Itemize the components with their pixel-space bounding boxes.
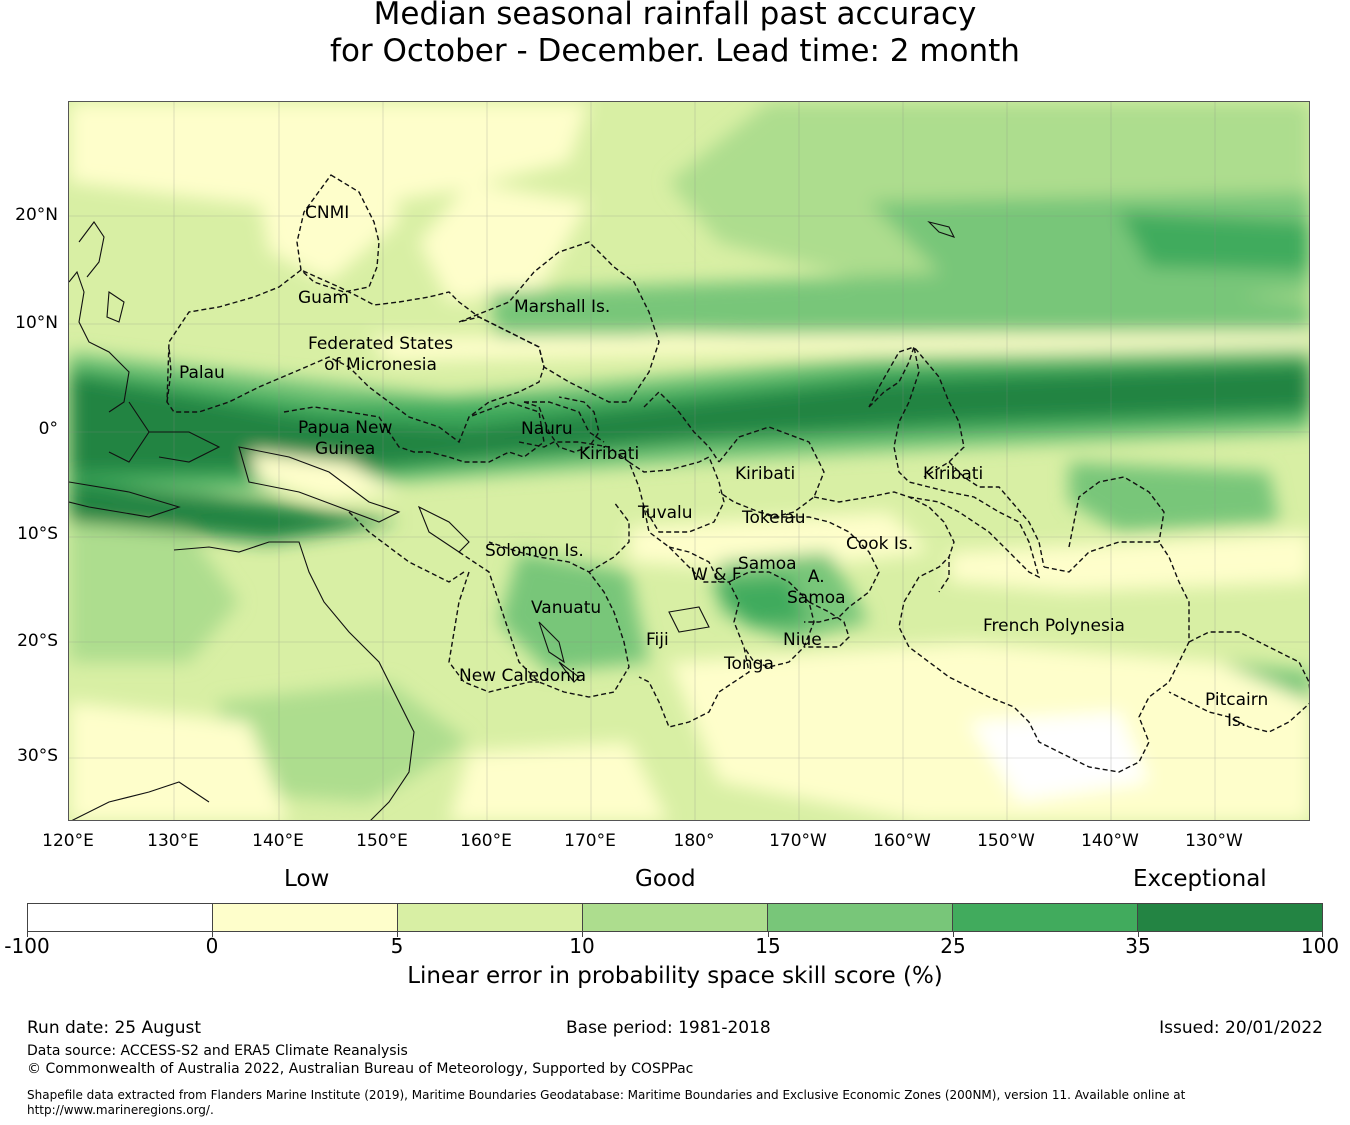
region-label-kiribati-west: Kiribati — [579, 444, 640, 464]
map-title-line1: Median seasonal rainfall past accuracy — [373, 0, 977, 32]
shapefile-credit: Shapefile data extracted from Flanders M… — [27, 1088, 1186, 1102]
region-label-vanuatu: Vanuatu — [531, 598, 602, 618]
map-canvas — [69, 102, 1309, 820]
colorbar-tick-label: 10 — [569, 934, 595, 958]
graticule — [69, 102, 1309, 820]
region-label-kiribati-east: Kiribati — [923, 464, 984, 484]
colorbar — [27, 903, 1323, 932]
lat-label: 30°S — [17, 746, 58, 766]
lon-label: 150°E — [356, 831, 408, 851]
legend-category-exceptional: Exceptional — [1133, 866, 1267, 892]
colorbar-tick-label: 100 — [1300, 934, 1340, 958]
lat-label: 10°S — [17, 524, 58, 544]
lon-label: 160°E — [460, 831, 512, 851]
region-label-samoa: Samoa — [738, 554, 797, 574]
colorbar-tick — [27, 932, 28, 937]
map-title-line2: for October - December. Lead time: 2 mon… — [330, 33, 1020, 69]
colorbar-segment — [28, 904, 213, 931]
region-label-cook: Cook Is. — [846, 534, 914, 554]
lat-label: 20°N — [15, 205, 58, 225]
lon-label: 160°W — [873, 831, 931, 851]
colorbar-tick-label: 0 — [205, 934, 219, 958]
region-label-nauru: Nauru — [521, 419, 573, 439]
lat-label: 20°S — [17, 631, 58, 651]
shapefile-url: http://www.marineregions.org/. — [27, 1103, 214, 1117]
colorbar-tick — [582, 932, 583, 937]
region-label-french-polynesia: French Polynesia — [983, 616, 1125, 636]
legend-category-low: Low — [284, 866, 330, 892]
run-date: Run date: 25 August — [27, 1018, 201, 1038]
colorbar-segment — [398, 904, 583, 931]
colorbar-tick-label: -100 — [4, 934, 50, 958]
lon-label: 170°E — [564, 831, 616, 851]
region-label-guam: Guam — [298, 288, 349, 308]
colorbar-tick-label: 5 — [390, 934, 404, 958]
region-label-kiribati-central: Kiribati — [735, 464, 796, 484]
colorbar-tick-label: 15 — [755, 934, 781, 958]
lon-label: 140°W — [1081, 831, 1139, 851]
skill-score-map: CNMI Guam Federated States of Micronesia… — [68, 101, 1310, 821]
copyright: © Commonwealth of Australia 2022, Austra… — [27, 1061, 694, 1077]
region-label-fsm: Federated States of Micronesia — [308, 334, 454, 375]
issued-date: Issued: 20/01/2022 — [1159, 1018, 1323, 1038]
data-source: Data source: ACCESS-S2 and ERA5 Climate … — [27, 1043, 408, 1059]
region-label-tuvalu: Tuvalu — [638, 503, 693, 523]
lat-label: 10°N — [15, 313, 58, 333]
region-label-pitcairn: Pitcairn Is. — [1205, 690, 1269, 731]
lon-label: 140°E — [252, 831, 304, 851]
eez-boundaries — [166, 174, 1309, 773]
colorbar-segment — [953, 904, 1138, 931]
colorbar-tick — [768, 932, 769, 937]
region-label-fiji: Fiji — [646, 630, 669, 650]
legend-category-good: Good — [635, 866, 696, 892]
lon-label: 130°E — [147, 831, 199, 851]
colorbar-tick — [1138, 932, 1139, 937]
skill-field — [69, 102, 1309, 820]
lon-label: 130°W — [1185, 831, 1243, 851]
region-label-american-samoa: A. Samoa — [787, 567, 846, 608]
region-label-marshall: Marshall Is. — [514, 297, 611, 317]
lon-label: 150°W — [977, 831, 1035, 851]
colorbar-segment — [1138, 904, 1322, 931]
colorbar-tick-label: 25 — [940, 934, 966, 958]
colorbar-title: Linear error in probability space skill … — [407, 963, 943, 989]
region-label-cnmi: CNMI — [305, 203, 350, 223]
colorbar-segment — [213, 904, 398, 931]
region-label-wallis-futuna: W & F — [691, 565, 742, 585]
lon-label: 170°W — [769, 831, 827, 851]
colorbar-tick-label: 35 — [1125, 934, 1151, 958]
colorbar-segment — [583, 904, 768, 931]
colorbar-segment — [768, 904, 953, 931]
lon-label: 180° — [673, 831, 715, 851]
region-label-solomon: Solomon Is. — [485, 541, 584, 561]
colorbar-tick — [953, 932, 954, 937]
colorbar-tick — [397, 932, 398, 937]
coastlines — [69, 220, 956, 820]
colorbar-tick — [212, 932, 213, 937]
colorbar-tick — [1322, 932, 1323, 937]
region-label-png: Papua New Guinea — [298, 418, 393, 459]
region-label-new-caledonia: New Caledonia — [459, 666, 587, 686]
region-label-niue: Niue — [783, 630, 822, 650]
lat-label: 0° — [38, 419, 58, 439]
region-label-tokelau: Tokelau — [742, 508, 806, 528]
base-period: Base period: 1981-2018 — [566, 1018, 771, 1038]
lon-label: 120°E — [42, 831, 94, 851]
region-label-tonga: Tonga — [724, 654, 774, 674]
region-label-palau: Palau — [179, 363, 225, 383]
